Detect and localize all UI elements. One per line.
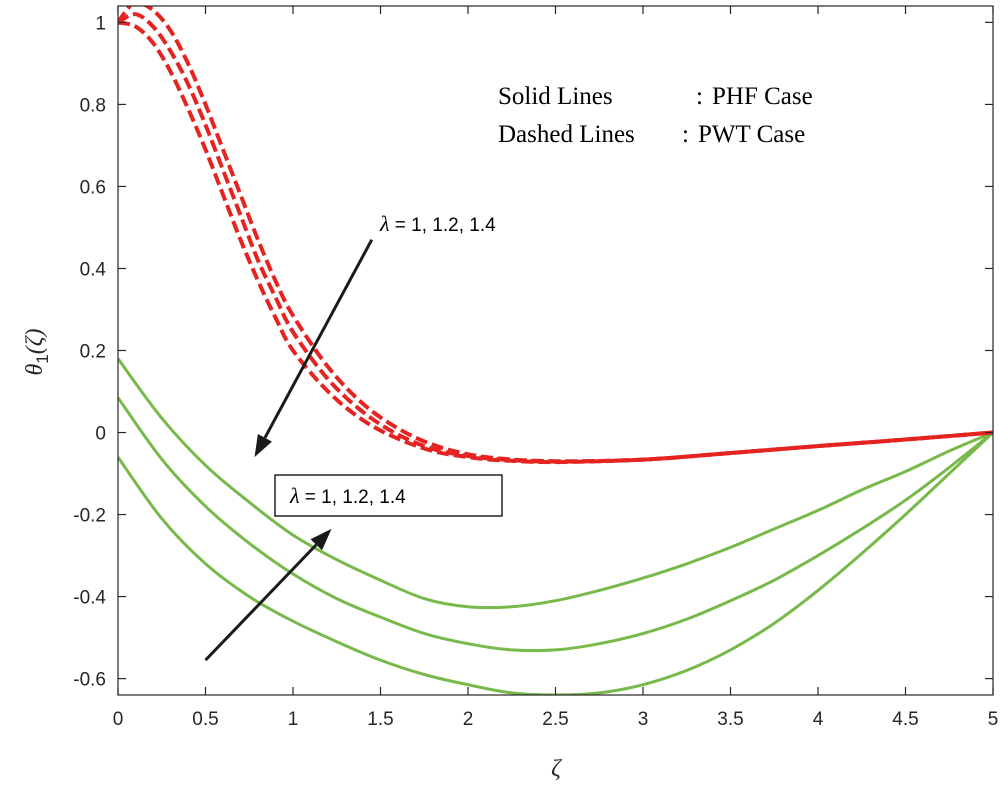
legend-text: Solid Lines : PHF Case Dashed Lines : PW… <box>498 83 813 148</box>
y-ticks: -0.6 -0.4 -0.2 0 0.2 0.4 0.6 0.8 1 <box>73 13 993 691</box>
x-tick-label: 0.5 <box>192 709 218 730</box>
annotation-solid-box <box>274 474 503 517</box>
y-tick-label: 0.4 <box>80 259 107 280</box>
y-tick-label: 0.2 <box>80 342 106 363</box>
y-axis-label-sub: 1 <box>33 354 52 363</box>
x-tick-label: 5 <box>988 709 999 730</box>
series-line-phf-2 <box>118 396 993 653</box>
x-tick-label: 2 <box>463 709 474 730</box>
arrow-layer <box>204 239 374 662</box>
y-tick-label: -0.6 <box>73 670 106 691</box>
annotation-arrow-1 <box>254 239 374 458</box>
x-tick-label: 3.5 <box>717 709 743 730</box>
y-tick-label: -0.2 <box>73 506 106 527</box>
x-tick-label: 4.5 <box>892 709 918 730</box>
x-tick-label: 1 <box>288 709 299 730</box>
y-axis-label-arg: (ζ) <box>22 329 48 355</box>
legend-dashed-name: Dashed Lines <box>498 121 635 148</box>
y-tick-label: 0.6 <box>80 177 106 198</box>
y-tick-label: 0 <box>95 424 106 445</box>
x-tick-label: 3 <box>638 709 649 730</box>
legend-solid-desc: PHF Case <box>712 83 813 110</box>
x-tick-label: 4 <box>813 709 824 730</box>
annotation-arrow-2 <box>204 528 332 662</box>
y-tick-label: 1 <box>95 13 106 34</box>
legend-dashed-desc: PWT Case <box>698 121 805 148</box>
x-axis-label: ζ <box>551 756 563 782</box>
annotation-solid-lambda: λ = 1, 1.2, 1.4 <box>289 483 406 508</box>
y-tick-label: 0.8 <box>80 95 106 116</box>
legend-solid-sep: : <box>696 83 703 110</box>
annotation-dashed-lambda: λ = 1, 1.2, 1.4 <box>379 211 496 236</box>
x-tick-label: 1.5 <box>367 709 393 730</box>
legend-solid-name: Solid Lines <box>498 83 613 110</box>
series-line-phf-1 <box>118 357 993 610</box>
x-tick-label: 2.5 <box>542 709 568 730</box>
x-ticks: 0 0.5 1 1.5 2 2.5 3 3.5 4 4.5 5 <box>113 6 999 730</box>
series-line-pwt-3 <box>118 6 993 464</box>
legend-dashed-sep: : <box>682 121 689 148</box>
y-axis-label: θ1(ζ) <box>22 329 52 376</box>
y-axis-label-main: θ <box>22 363 48 375</box>
series-line-pwt-2 <box>118 12 993 464</box>
y-tick-label: -0.4 <box>73 588 106 609</box>
series-line-phf-3 <box>118 431 993 695</box>
x-tick-label: 0 <box>113 709 124 730</box>
